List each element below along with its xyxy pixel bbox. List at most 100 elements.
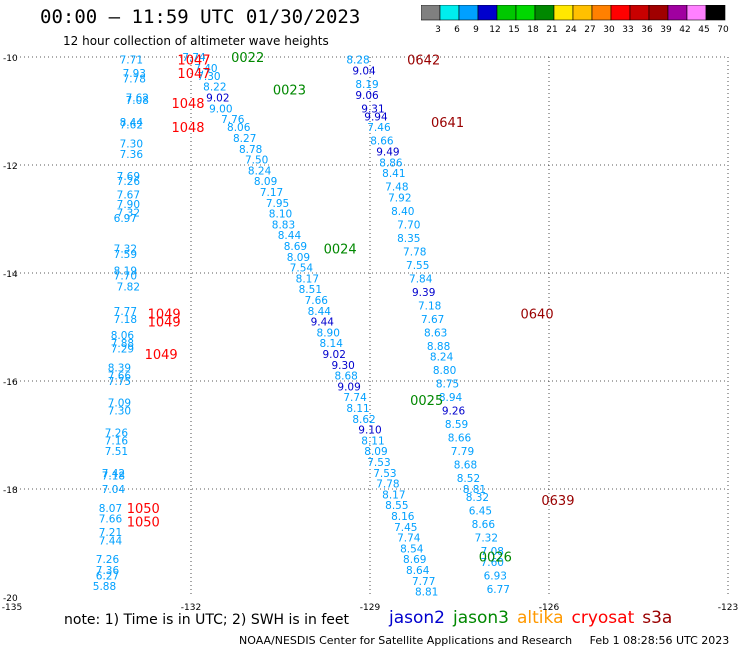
swh-value: 6.97: [114, 213, 137, 225]
scale-label: 27: [584, 25, 595, 35]
swh-value: 8.09: [364, 446, 387, 458]
swh-value: 7.70: [114, 271, 137, 283]
credit-timestamp: Feb 1 08:28:56 UTC 2023: [589, 634, 730, 647]
swh-value: 8.69: [403, 554, 426, 566]
swh-value: 7.88: [111, 338, 134, 350]
x-tick-label: -126: [539, 603, 560, 613]
swh-value: 7.30: [120, 138, 143, 150]
swh-value: 8.88: [427, 341, 450, 353]
swh-value: 7.29: [111, 344, 134, 356]
swh-value: 8.39: [108, 363, 131, 375]
swh-value: 7.18: [102, 471, 125, 483]
swh-value: 9.30: [331, 360, 354, 372]
scale-label: 3: [435, 25, 441, 35]
scale-label: 33: [622, 25, 633, 35]
swh-value: 8.62: [352, 414, 375, 426]
swh-value: 7.77: [412, 576, 435, 588]
swh-value: 7.18: [114, 314, 137, 326]
swh-value: 8.64: [406, 565, 430, 577]
credit-text: NOAA/NESDIS Center for Satellite Applica…: [239, 634, 573, 647]
scale-label: 21: [546, 25, 557, 35]
swh-value: 8.11: [346, 403, 369, 415]
y-tick-label: -14: [3, 270, 18, 280]
swh-value: 7.18: [418, 300, 441, 312]
swh-value: 7.54: [290, 263, 314, 275]
x-tick-label: -123: [718, 603, 738, 613]
swh-value: 7.45: [394, 522, 417, 534]
swh-value: 9.02: [206, 93, 229, 105]
swh-value: 8.55: [385, 500, 408, 512]
swh-value: 8.68: [454, 460, 477, 472]
swh-value: 8.17: [382, 489, 405, 501]
swh-value: 8.40: [391, 206, 414, 218]
swh-value: 8.35: [397, 233, 420, 245]
swh-value: 7.21: [99, 527, 122, 539]
swh-value: 8.83: [272, 219, 295, 231]
swh-value: 8.22: [203, 82, 226, 94]
legend-cryosat: cryosat: [571, 608, 635, 628]
swh-value: 7.08: [126, 95, 149, 107]
time-label: 1048: [171, 121, 204, 136]
swh-value: 8.86: [379, 157, 403, 169]
legend-jason3: jason3: [453, 608, 509, 628]
y-tick-label: -20: [3, 594, 18, 604]
swh-value: 7.36: [96, 565, 120, 577]
swh-value: 8.44: [120, 117, 144, 129]
swh-value: 8.69: [284, 241, 307, 253]
swh-value: 7.48: [385, 182, 408, 194]
swh-value: 7.04: [102, 484, 126, 496]
swh-value: 9.00: [209, 103, 232, 115]
footer-note: note: 1) Time is in UTC; 2) SWH is in fe…: [64, 612, 350, 628]
swh-value: 8.44: [308, 306, 332, 318]
swh-value: 7.92: [388, 192, 411, 204]
swh-value: 8.54: [400, 543, 424, 555]
y-tick-label: -10: [3, 54, 18, 64]
page-subtitle: 12 hour collection of altimeter wave hei…: [63, 34, 329, 48]
swh-value: 7.60: [481, 557, 504, 569]
scale-label: 70: [717, 25, 729, 35]
time-label: 1049: [148, 308, 181, 323]
time-label: 1047: [177, 67, 210, 82]
swh-value: 8.66: [448, 433, 472, 445]
swh-value: 7.66: [99, 514, 123, 526]
swh-value: 5.88: [93, 581, 116, 593]
swh-value: 8.52: [457, 473, 480, 485]
swh-value: 8.81: [463, 484, 486, 496]
x-tick-label: -135: [2, 603, 22, 613]
swh-value: 8.09: [287, 252, 310, 264]
swh-value: 7.67: [421, 314, 444, 326]
swh-value: 6.27: [96, 570, 119, 582]
y-tick-label: -18: [3, 486, 18, 496]
swh-value: 8.28: [346, 55, 369, 67]
swh-value: 8.59: [445, 419, 468, 431]
swh-value: 8.41: [382, 168, 405, 180]
scale-label: 18: [527, 25, 539, 35]
swh-value: 8.81: [415, 587, 438, 599]
swh-value: 9.09: [337, 381, 360, 393]
swh-value: 7.26: [117, 176, 141, 188]
swh-value: 8.51: [299, 284, 322, 296]
swh-value: 8.16: [391, 511, 415, 523]
swh-value: 7.55: [406, 260, 429, 272]
swh-value: 7.44: [99, 535, 123, 547]
time-label: 0641: [431, 116, 464, 131]
swh-value: 8.66: [370, 136, 394, 148]
scale-label: 30: [603, 25, 615, 35]
legend-jason2: jason2: [389, 608, 445, 628]
swh-value: 7.53: [367, 457, 390, 469]
swh-value: 7.93: [123, 68, 146, 80]
swh-value: 7.42: [102, 468, 125, 480]
swh-value: 9.06: [355, 90, 379, 102]
swh-value: 7.78: [403, 246, 426, 258]
swh-value: 8.06: [227, 122, 251, 134]
time-label: 0026: [479, 551, 512, 566]
swh-value: 7.90: [117, 199, 140, 211]
swh-value: 8.90: [317, 327, 340, 339]
swh-value: 8.32: [466, 492, 489, 504]
time-label: 1049: [145, 348, 178, 363]
swh-value: 7.09: [108, 398, 131, 410]
swh-value: 8.27: [233, 133, 256, 145]
swh-value: 7.79: [451, 446, 474, 458]
swh-value: 7.75: [108, 376, 131, 388]
page-title: 00:00 – 11:59 UTC 01/30/2023: [40, 6, 361, 28]
